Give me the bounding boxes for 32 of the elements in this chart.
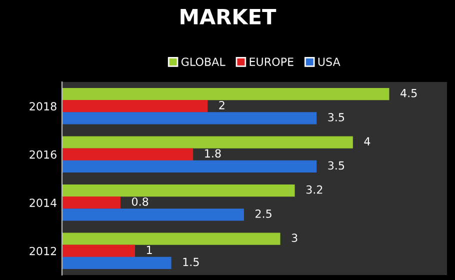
data-label: 3.2 [306,185,322,194]
data-label: 4 [364,137,370,146]
data-label: 1 [146,246,152,254]
data-label: 1.8 [205,149,221,158]
bar [62,208,244,221]
data-label: 4.5 [400,89,417,98]
bar [62,148,194,160]
legend-label: GLOBAL [181,58,226,66]
bar [62,196,120,209]
bar [62,88,390,100]
data-label: 3 [292,234,298,242]
legend-label: USA [318,58,340,66]
bar [62,100,208,112]
y-tick-label: 2018 [30,102,56,111]
chart-title: MARKET [180,9,276,24]
y-tick-label: 2014 [30,198,57,208]
bar [62,256,172,270]
bar [62,136,353,148]
bar [62,160,317,173]
bar [62,244,135,257]
data-label: 2 [219,100,224,110]
bar [62,232,280,245]
y-tick-label: 2016 [30,150,56,159]
bar [62,112,317,124]
y-tick-label: 2012 [30,246,56,256]
bar [62,184,295,197]
data-label: 3.5 [328,113,344,122]
data-label: 3.5 [328,161,344,170]
data-label: 1.5 [183,258,199,266]
data-label: 2.5 [256,210,272,218]
data-label: 0.8 [132,197,148,206]
legend-label: EUROPE [250,58,294,66]
